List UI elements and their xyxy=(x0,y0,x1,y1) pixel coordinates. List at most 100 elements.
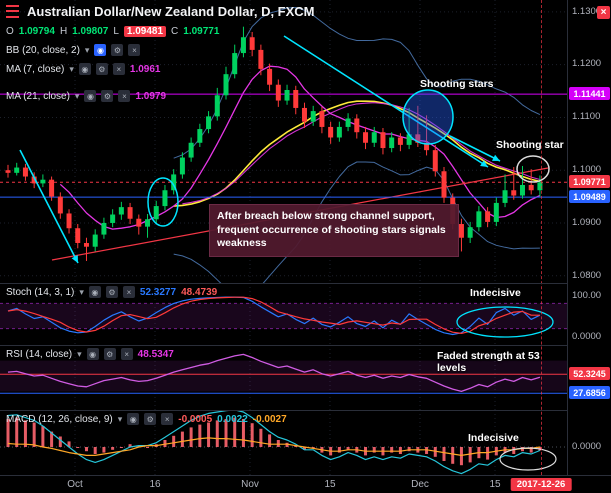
current-date-marker-line xyxy=(541,0,542,475)
macd-label[interactable]: MACD (12, 26, close, 9) xyxy=(6,413,113,425)
rsi-value: 48.5347 xyxy=(137,348,174,360)
ohlc-row: O 1.09794 H 1.09807 L 1.09481 C 1.09771 xyxy=(6,26,219,37)
stoch-label[interactable]: Stoch (14, 3, 1) xyxy=(6,286,75,298)
macd-zero-label: 0.0000 xyxy=(572,441,602,452)
current-date-badge: 2017-12-26 xyxy=(510,477,572,491)
drawing-arrows-layer xyxy=(19,35,501,264)
macd-line xyxy=(7,410,541,475)
remove-icon[interactable]: × xyxy=(122,286,135,298)
chevron-down-icon[interactable]: ▾ xyxy=(79,286,84,297)
gear-icon[interactable]: ⚙ xyxy=(101,90,114,102)
time-label: 16 xyxy=(149,479,161,490)
price-label: 1.1200 xyxy=(572,58,602,69)
price-axis[interactable]: 1.1300 1.1200 1.1100 1.1000 1.0900 1.080… xyxy=(567,0,611,475)
macd-chart[interactable] xyxy=(0,410,567,475)
panel-separator[interactable] xyxy=(0,410,611,411)
bb-label[interactable]: BB (20, close, 2) xyxy=(6,44,80,56)
time-label: Oct xyxy=(67,479,83,490)
eye-icon[interactable]: ◉ xyxy=(88,286,101,298)
support-price-badge: 1.09489 xyxy=(569,190,610,203)
drawing-ellipse xyxy=(499,447,557,471)
rsi-label[interactable]: RSI (14, close) xyxy=(6,348,73,360)
alert-price-badge: 1.11441 xyxy=(569,87,610,100)
rsi-chart[interactable] xyxy=(0,345,567,410)
macd-panel: MACD (12, 26, close, 9) ▾ ◉ ⚙ × -0.0005 … xyxy=(0,410,567,475)
chevron-down-icon[interactable]: ▾ xyxy=(117,413,123,424)
eye-icon[interactable]: ◉ xyxy=(78,63,91,75)
rsi-red-level-badge: 52.3245 xyxy=(569,367,610,380)
price-label: 1.1300 xyxy=(572,6,602,17)
time-label: Dec xyxy=(411,479,429,490)
remove-icon[interactable]: × xyxy=(161,413,174,425)
stoch-d-value: 48.4739 xyxy=(181,286,218,298)
chevron-down-icon[interactable]: ▾ xyxy=(77,348,82,359)
gear-icon[interactable]: ⚙ xyxy=(103,348,116,360)
panel-separator[interactable] xyxy=(0,345,611,346)
candlestick-chart[interactable] xyxy=(0,0,567,283)
eye-icon[interactable]: ◉ xyxy=(94,44,107,56)
ma21-line xyxy=(182,102,541,205)
candles-layer xyxy=(5,26,543,261)
price-label: 1.1100 xyxy=(572,111,601,122)
time-label: Nov xyxy=(241,479,259,490)
eye-icon[interactable]: ◉ xyxy=(127,413,140,425)
time-label: 15 xyxy=(489,479,501,490)
rsi-blue-level-badge: 27.6856 xyxy=(569,386,610,399)
price-levels-layer xyxy=(0,93,567,198)
gear-icon[interactable]: ⚙ xyxy=(111,44,124,56)
drawing-ellipse xyxy=(456,306,554,338)
macd-line-value: 0.0022 xyxy=(217,413,248,425)
stoch-axis-bottom: 0.0000 xyxy=(572,331,602,342)
bb-basis-line xyxy=(173,100,541,207)
low-label: L xyxy=(113,26,119,37)
indicator-legend-macd: MACD (12, 26, close, 9) ▾ ◉ ⚙ × -0.0005 … xyxy=(6,413,287,425)
gear-icon[interactable]: ⚙ xyxy=(95,63,108,75)
annotation-shooting-star[interactable]: Shooting star xyxy=(496,139,564,151)
close-button[interactable]: × xyxy=(597,6,610,19)
close-value: 1.09771 xyxy=(183,26,220,37)
stoch-axis-top: 100.00 xyxy=(572,290,602,301)
gear-icon[interactable]: ⚙ xyxy=(144,413,157,425)
grid-layer xyxy=(0,0,567,283)
indicator-legend-bb: BB (20, close, 2) ▾ ◉ ⚙ × xyxy=(6,44,141,56)
remove-icon[interactable]: × xyxy=(112,63,125,75)
open-label: O xyxy=(6,26,14,37)
chevron-down-icon[interactable]: ▾ xyxy=(84,44,90,55)
stoch-chart[interactable] xyxy=(0,283,567,345)
stoch-k-value: 52.3277 xyxy=(139,286,177,298)
time-axis[interactable]: Oct 16 Nov 15 Dec 15 2017-12-26 xyxy=(0,475,611,493)
macd-signal-line xyxy=(7,437,540,457)
annotation-indecisive-stoch[interactable]: Indecisive xyxy=(470,287,521,299)
macd-hist-value: -0.0005 xyxy=(178,413,213,425)
remove-icon[interactable]: × xyxy=(128,44,141,56)
indicator-legend-ma21: MA (21, close) ▾ ◉ ⚙ × 1.0979 xyxy=(6,90,166,102)
rsi-panel: RSI (14, close) ▾ ◉ ⚙ × 48.5347 Faded st… xyxy=(0,345,567,410)
chevron-down-icon[interactable]: ▾ xyxy=(74,90,80,101)
main-chart-panel: Australian Dollar/New Zealand Dollar, D,… xyxy=(0,0,567,283)
annotation-shooting-stars[interactable]: Shooting stars xyxy=(420,78,494,90)
title-row: Australian Dollar/New Zealand Dollar, D,… xyxy=(6,4,315,19)
menu-icon[interactable] xyxy=(6,5,19,18)
indicator-legend-ma7: MA (7, close) ▾ ◉ ⚙ × 1.0961 xyxy=(6,63,160,75)
panel-separator[interactable] xyxy=(0,283,611,284)
indicator-legend-stoch: Stoch (14, 3, 1) ▾ ◉ ⚙ × 52.3277 48.4739 xyxy=(6,286,217,298)
ma21-label[interactable]: MA (21, close) xyxy=(6,90,70,102)
annotation-indecisive-macd[interactable]: Indecisive xyxy=(468,432,519,444)
chevron-down-icon[interactable]: ▾ xyxy=(69,63,74,74)
annotation-faded-strength[interactable]: Faded strength at 53 levels xyxy=(437,350,540,374)
price-label: 1.0900 xyxy=(572,217,602,228)
ma7-label[interactable]: MA (7, close) xyxy=(6,63,65,75)
price-label: 1.1000 xyxy=(572,164,602,175)
eye-icon[interactable]: ◉ xyxy=(86,348,99,360)
gear-icon[interactable]: ⚙ xyxy=(105,286,118,298)
high-label: H xyxy=(59,26,68,37)
macd-signal-value: -0.0027 xyxy=(252,413,287,425)
remove-icon[interactable]: × xyxy=(120,348,133,360)
low-value: 1.09481 xyxy=(123,26,167,37)
annotation-note[interactable]: After breach below strong channel suppor… xyxy=(209,204,459,257)
remove-icon[interactable]: × xyxy=(118,90,131,102)
time-label: 15 xyxy=(324,479,336,490)
stoch-panel: Stoch (14, 3, 1) ▾ ◉ ⚙ × 52.3277 48.4739… xyxy=(0,283,567,345)
eye-icon[interactable]: ◉ xyxy=(84,90,97,102)
